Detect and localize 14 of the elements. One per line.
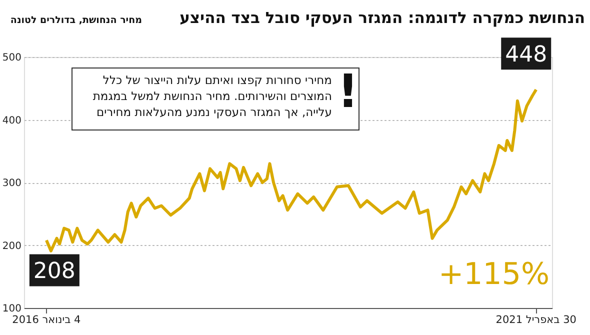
y-tick-label: 100 — [2, 304, 22, 314]
annotation: +115% — [438, 257, 550, 292]
annotation: 448 — [505, 42, 548, 68]
y-tick-label: 300 — [2, 178, 22, 189]
x-tick-label: 4 בינואר 2016 — [12, 314, 82, 326]
y-tick-label: 200 — [2, 240, 22, 252]
chart-title: הנחושת כמקרה לדוגמה: המגזר העסקי סובל בצד ההיצע — [180, 9, 585, 27]
y-tick-label: 400 — [2, 115, 22, 126]
annotation: 208 — [33, 259, 76, 284]
annotation: ! — [338, 64, 358, 118]
x-tick-label: 30 באפריל 2021 — [496, 314, 576, 326]
chart-subtitle: מחיר הנחושת, בדולרים לטונה — [10, 15, 142, 26]
y-tick-label: 500 — [2, 52, 22, 64]
annotation: מחירי סחורות קפצו ואיתם עלות הייצור של כלל המוצרים והשירותים. מחיר הנחושת למשל במגמת עלייה, אך המגזר העסקי נמנע מהעלאות מחירים — [92, 73, 332, 119]
